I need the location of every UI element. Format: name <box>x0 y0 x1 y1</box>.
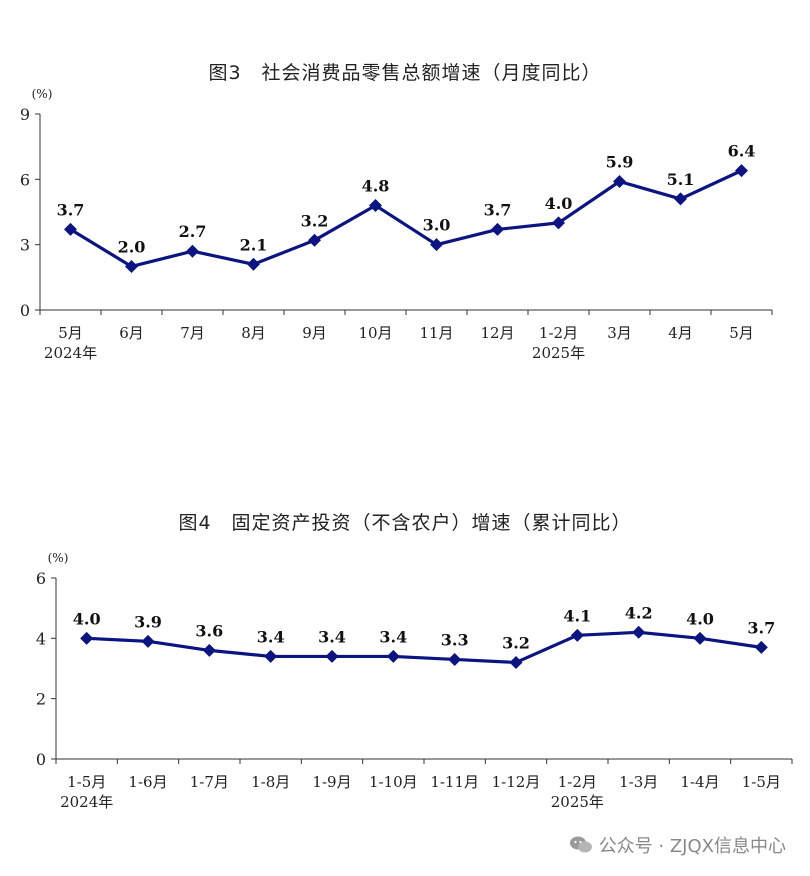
x-tick-label: 11月 <box>419 324 453 342</box>
data-label: 4.0 <box>73 609 101 628</box>
data-label: 4.0 <box>686 609 714 628</box>
x-tick-label: 1-12月 <box>492 773 541 791</box>
data-point <box>141 634 155 648</box>
data-label: 4.0 <box>545 194 573 213</box>
data-label: 3.7 <box>57 200 85 219</box>
y-tick-label: 6 <box>20 170 30 189</box>
data-point <box>369 198 382 212</box>
data-label: 3.7 <box>747 618 775 637</box>
data-label: 3.2 <box>502 633 530 652</box>
y-tick-label: 9 <box>20 105 30 124</box>
chart-title: 图3 社会消费品零售总额增速（月度同比） <box>208 62 602 84</box>
y-tick-label: 6 <box>36 569 46 588</box>
x-tick-label: 7月 <box>180 324 205 342</box>
y-unit-label: (%) <box>32 87 53 101</box>
x-tick-label: 5月 <box>729 324 754 342</box>
data-label: 4.8 <box>362 176 390 195</box>
x-tick-label: 6月 <box>119 324 144 342</box>
data-label: 2.7 <box>179 222 207 241</box>
data-label: 5.1 <box>667 170 695 189</box>
data-label: 3.4 <box>379 627 407 646</box>
series-line <box>69 169 743 269</box>
x-tick-label: 1-5月 <box>742 773 781 791</box>
data-label: 6.4 <box>728 142 756 161</box>
y-tick-label: 0 <box>20 301 30 320</box>
x-tick-label: 1-2月 <box>539 324 578 342</box>
data-point <box>430 238 443 252</box>
data-label: 3.9 <box>134 612 162 631</box>
watermark-text: 公众号 · ZJQX信息中心 <box>598 836 786 857</box>
data-label: 4.1 <box>563 606 591 625</box>
data-label: 3.7 <box>484 200 512 219</box>
x-tick-label: 1-7月 <box>190 773 229 791</box>
x-tick-label: 12月 <box>480 324 514 342</box>
x-tick-label: 8月 <box>241 324 266 342</box>
data-label: 3.2 <box>301 211 329 230</box>
data-label: 5.9 <box>606 153 634 172</box>
x-year-label: 2025年 <box>532 344 585 362</box>
data-point <box>308 233 321 247</box>
x-tick-label: 1-4月 <box>680 773 719 791</box>
watermark: 公众号 · ZJQX信息中心 <box>569 832 786 858</box>
data-point <box>264 649 278 663</box>
y-tick-label: 2 <box>36 690 46 709</box>
data-point <box>509 655 523 669</box>
series-line <box>86 630 762 665</box>
data-point <box>80 631 94 645</box>
x-tick-label: 1-10月 <box>369 773 418 791</box>
data-label: 3.0 <box>423 216 451 235</box>
data-point <box>448 652 462 666</box>
x-tick-label: 10月 <box>358 324 392 342</box>
x-tick-label: 1-8月 <box>251 773 290 791</box>
x-tick-label: 1-5月 <box>67 773 106 791</box>
data-label: 3.3 <box>441 630 469 649</box>
data-point <box>325 649 339 663</box>
data-point <box>570 628 584 642</box>
y-unit-label: (%) <box>48 551 69 565</box>
data-point <box>754 640 768 654</box>
data-point <box>613 175 626 189</box>
data-label: 3.4 <box>257 627 285 646</box>
data-point <box>491 222 504 236</box>
x-tick-label: 1-3月 <box>619 773 658 791</box>
data-point <box>386 649 400 663</box>
x-year-label: 2024年 <box>60 793 113 811</box>
x-year-label: 2025年 <box>551 793 604 811</box>
data-label: 3.4 <box>318 627 346 646</box>
x-tick-label: 9月 <box>302 324 327 342</box>
y-tick-label: 3 <box>20 236 30 255</box>
chart-retail-sales: 图3 社会消费品零售总额增速（月度同比） 0 3 6 9 (%) 5月 6月 7月 8月 9月 10… <box>0 0 810 400</box>
x-year-label: 2024年 <box>44 344 97 362</box>
data-point <box>632 625 646 639</box>
data-point <box>125 259 138 273</box>
retail-sales-line-chart: 0 3 6 9(%) 5月 6月 7月 8月 9月 10月 11月 12月 1-2月 3月 4月 5月 2024… <box>20 87 773 362</box>
data-point <box>202 643 216 657</box>
x-tick-label: 5月 <box>58 324 83 342</box>
data-point <box>674 192 687 206</box>
data-point <box>552 216 565 230</box>
data-label: 2.0 <box>118 237 146 256</box>
x-tick-label: 1-2月 <box>558 773 597 791</box>
chart-title: 图4 固定资产投资（不含农户）增速（累计同比） <box>178 512 632 534</box>
y-tick-label: 4 <box>36 629 46 648</box>
y-tick-label: 0 <box>36 750 46 769</box>
data-point <box>186 244 199 258</box>
x-tick-label: 1-6月 <box>128 773 167 791</box>
data-point <box>735 164 748 178</box>
data-point <box>693 631 707 645</box>
x-tick-label: 1-9月 <box>312 773 351 791</box>
x-tick-label: 3月 <box>607 324 632 342</box>
wechat-icon <box>569 836 592 853</box>
x-tick-label: 1-11月 <box>430 773 479 791</box>
x-tick-label: 4月 <box>668 324 693 342</box>
data-label: 3.6 <box>195 621 223 640</box>
data-label: 4.2 <box>625 603 653 622</box>
data-point <box>64 222 77 236</box>
data-label: 2.1 <box>240 235 268 254</box>
data-point <box>247 257 260 271</box>
